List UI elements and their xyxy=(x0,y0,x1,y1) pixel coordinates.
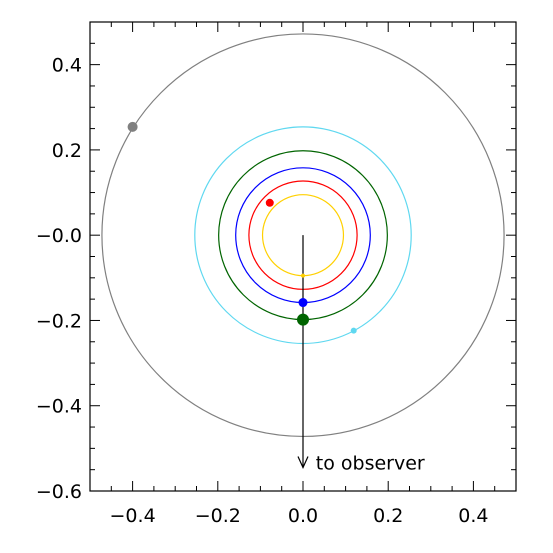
planet-marker xyxy=(265,198,274,207)
planet-marker xyxy=(350,327,357,334)
y-tick-label: −0.6 xyxy=(36,481,82,503)
x-tick-label: 0.0 xyxy=(288,505,318,527)
y-tick-label: 0.2 xyxy=(52,140,82,162)
observer-arrow xyxy=(297,235,309,469)
x-tick-label: 0.2 xyxy=(373,505,403,527)
observer-annotation: to observer xyxy=(316,452,425,474)
x-tick-label: 0.4 xyxy=(458,505,488,527)
x-tick-labels: −0.4 −0.2 0.0 0.2 0.4 xyxy=(110,505,489,527)
x-tick-label: −0.4 xyxy=(110,505,156,527)
y-tick-label: −0.0 xyxy=(36,225,82,247)
y-tick-label: 0.4 xyxy=(52,55,82,77)
planet-marker xyxy=(298,298,308,308)
planet-marker xyxy=(301,273,305,278)
planets xyxy=(127,121,357,334)
arrow-head xyxy=(297,456,309,469)
y-tick-label: −0.4 xyxy=(36,396,82,418)
y-tick-label: −0.2 xyxy=(36,310,82,332)
axis-ticks xyxy=(89,21,517,492)
x-tick-label: −0.2 xyxy=(195,505,241,527)
planet-marker xyxy=(297,313,309,326)
y-tick-labels: −0.6 −0.4 −0.2 −0.0 0.2 0.4 xyxy=(36,55,82,503)
planet-marker xyxy=(127,121,138,132)
